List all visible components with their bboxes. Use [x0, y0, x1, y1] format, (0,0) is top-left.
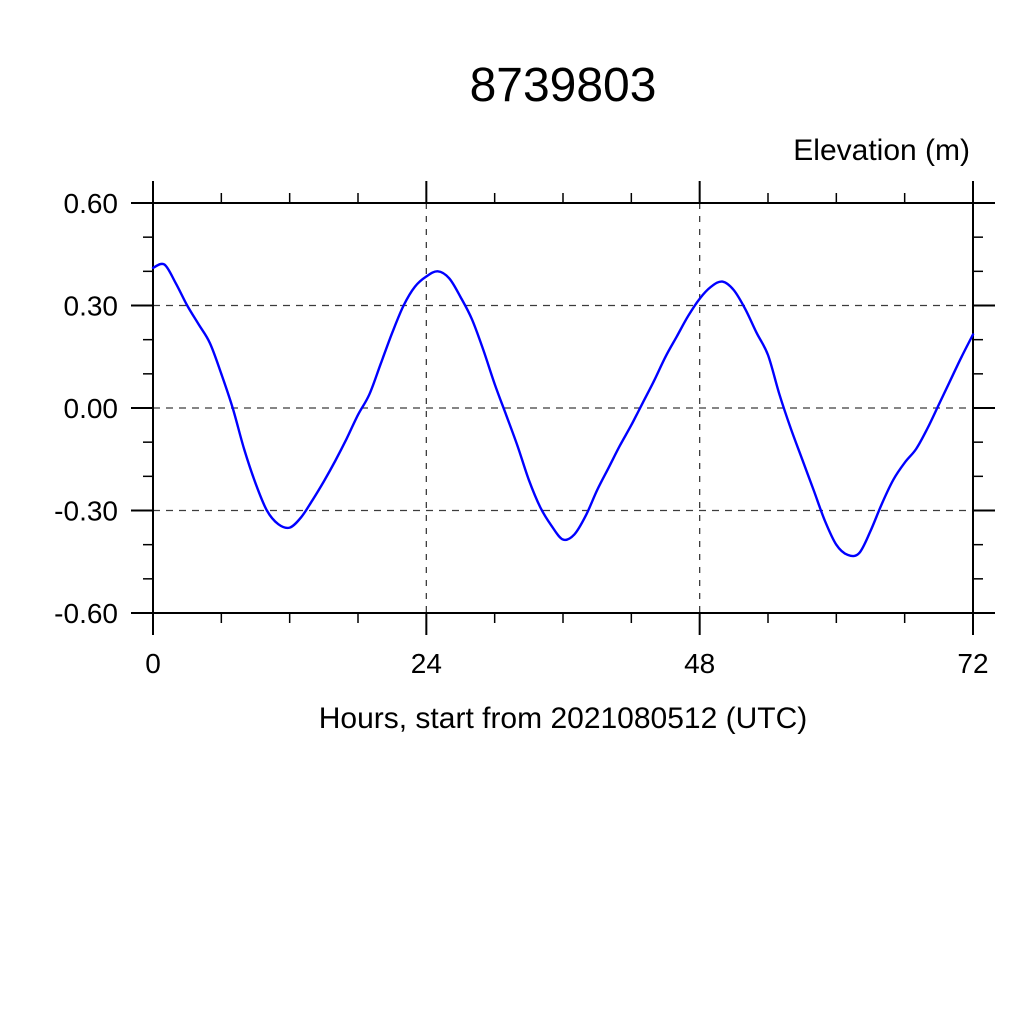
y-tick-label: 0.60 — [64, 188, 119, 219]
y-tick-label: -0.30 — [54, 496, 118, 527]
x-axis-title: Hours, start from 2021080512 (UTC) — [318, 702, 808, 735]
x-tick-label: 48 — [684, 648, 715, 679]
x-tick-label: 24 — [411, 648, 442, 679]
x-tick-label: 72 — [957, 648, 988, 679]
plot-title: 8739803 — [469, 59, 657, 112]
y-axis-title: Elevation (m) — [793, 134, 970, 167]
y-tick-label: -0.60 — [54, 598, 118, 629]
x-tick-label: 0 — [145, 648, 161, 679]
y-tick-label: 0.30 — [64, 291, 119, 322]
elevation-curve — [151, 262, 975, 558]
y-tick-label: 0.00 — [64, 393, 119, 424]
